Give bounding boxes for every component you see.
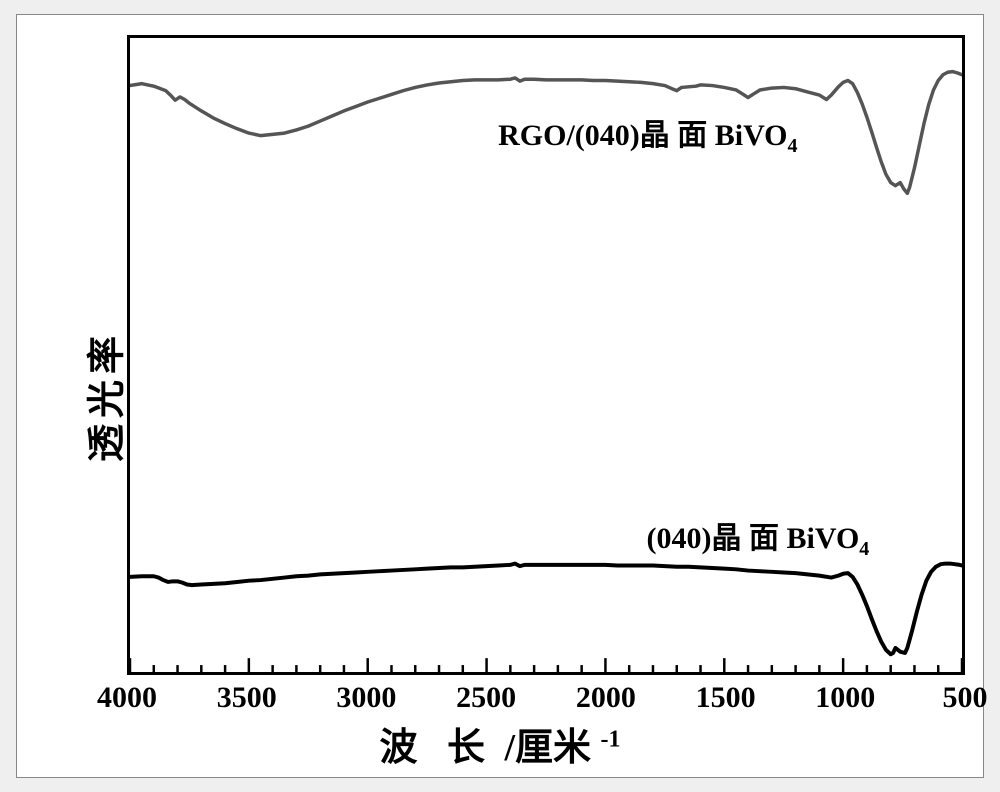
- x-tick-label: 2000: [576, 681, 636, 715]
- x-axis-label: 波 长 /厘米 -1: [379, 716, 620, 771]
- x-axis-label-unit: /厘米: [504, 727, 591, 769]
- x-tick-label: 2500: [456, 681, 516, 715]
- y-axis-label: 透光率: [76, 330, 131, 462]
- chart-container: 透光率 4000350030002500200015001000500 RGO/…: [16, 14, 984, 778]
- x-axis-label-exp: -1: [601, 726, 621, 752]
- x-tick-label: 1000: [815, 681, 875, 715]
- x-tick-label: 4000: [97, 681, 157, 715]
- label-prefix: RGO/(040): [498, 119, 640, 152]
- label-compound: BiVO: [787, 522, 860, 555]
- label-sub: 4: [859, 538, 869, 560]
- series-label-RGO/(040): RGO/(040)晶 面 BiVO4: [498, 110, 797, 158]
- label-mid: 晶 面: [640, 119, 708, 152]
- x-tick-label: 3500: [217, 681, 277, 715]
- x-tick-label: 3000: [336, 681, 396, 715]
- label-sub: 4: [788, 135, 798, 157]
- label-prefix: (040): [647, 522, 712, 555]
- label-compound: BiVO: [715, 119, 788, 152]
- x-tick-label: 1500: [696, 681, 756, 715]
- series-label-(040): (040)晶 面 BiVO4: [647, 513, 870, 561]
- x-tick-label: 500: [943, 681, 988, 715]
- series-line-(040): [130, 564, 962, 655]
- label-mid: 晶 面: [712, 522, 780, 555]
- x-axis-label-main: 波 长: [379, 727, 495, 769]
